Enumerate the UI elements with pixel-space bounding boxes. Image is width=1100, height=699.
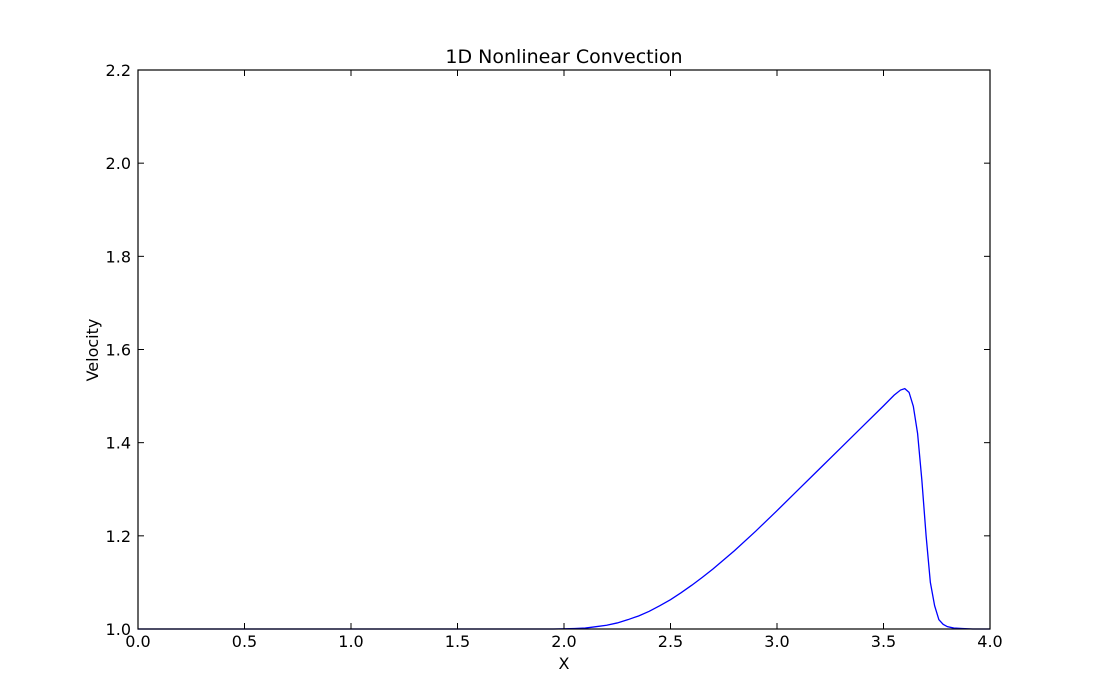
x-tick-label: 0.0 bbox=[125, 632, 150, 651]
y-tick-label: 2.2 bbox=[106, 61, 131, 80]
y-axis-title: Velocity bbox=[83, 319, 102, 382]
plot-area: 0.0 0.5 1.0 1.5 2.0 2.5 3.0 3.5 4.0 1.0 1.2 1.4 1.6… bbox=[106, 61, 1003, 651]
series-line bbox=[138, 387, 990, 630]
x-tick-label: 3.5 bbox=[871, 632, 896, 651]
x-tick-label: 3.0 bbox=[764, 632, 789, 651]
x-tick-label: 1.5 bbox=[445, 632, 470, 651]
x-tick-label: 1.0 bbox=[338, 632, 363, 651]
plot-frame bbox=[137, 69, 991, 630]
x-axis-title: X bbox=[559, 654, 570, 673]
y-tick-label: 1.8 bbox=[106, 247, 131, 266]
y-tick-label: 1.0 bbox=[106, 620, 131, 639]
x-tick-label: 0.5 bbox=[232, 632, 257, 651]
x-ticks: 0.0 0.5 1.0 1.5 2.0 2.5 3.0 3.5 4.0 bbox=[125, 70, 1003, 651]
y-tick-label: 1.2 bbox=[106, 527, 131, 546]
y-tick-label: 1.6 bbox=[106, 341, 131, 360]
y-tick-label: 1.4 bbox=[106, 434, 131, 453]
x-tick-label: 2.5 bbox=[658, 632, 683, 651]
y-tick-label: 2.0 bbox=[106, 154, 131, 173]
x-tick-label: 2.0 bbox=[551, 632, 576, 651]
y-ticks: 1.0 1.2 1.4 1.6 1.8 2.0 2.2 bbox=[106, 61, 990, 639]
plot-background bbox=[138, 70, 990, 629]
chart-title: 1D Nonlinear Convection bbox=[445, 46, 682, 68]
x-tick-label: 4.0 bbox=[977, 632, 1002, 651]
